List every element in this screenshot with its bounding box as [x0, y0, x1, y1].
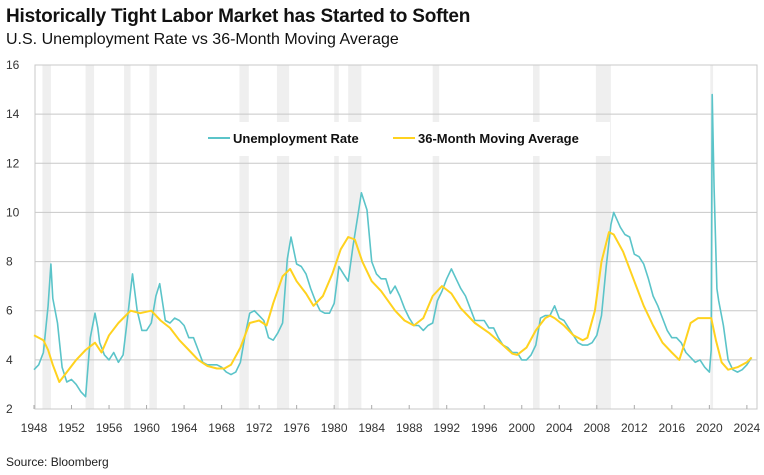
recession-band	[85, 65, 95, 409]
x-tick-label: 1948	[21, 421, 48, 435]
x-tick-label: 1996	[471, 421, 498, 435]
recession-band	[42, 65, 51, 409]
moving-average-line	[33, 231, 753, 383]
x-tick-label: 1964	[171, 421, 198, 435]
recession-band	[239, 65, 249, 409]
y-tick-label: 10	[6, 205, 20, 219]
x-tick-label: 1988	[396, 421, 423, 435]
x-tick-label: 1956	[96, 421, 123, 435]
x-tick-label: 2012	[621, 421, 648, 435]
source-note: Source: Bloomberg	[6, 455, 109, 469]
x-tick-label: 1976	[283, 421, 310, 435]
x-tick-label: 1952	[58, 421, 85, 435]
legend: Unemployment Rate 36-Month Moving Averag…	[200, 122, 610, 156]
recession-band	[124, 65, 131, 409]
chart-subtitle: U.S. Unemployment Rate vs 36-Month Movin…	[6, 31, 399, 48]
x-tick-label: 2000	[508, 421, 535, 435]
x-tick-label: 2008	[583, 421, 610, 435]
y-tick-label: 8	[6, 255, 13, 269]
unemployment-rate-line	[33, 93, 753, 398]
y-tick-label: 2	[6, 402, 13, 416]
x-tick-label: 1968	[208, 421, 235, 435]
plot-border	[34, 64, 758, 410]
legend-label-unemployment: Unemployment Rate	[233, 131, 359, 146]
x-tick-label: 1972	[246, 421, 273, 435]
x-tick-label: 2016	[658, 421, 685, 435]
recession-band	[149, 65, 157, 409]
recession-band	[432, 65, 440, 409]
x-tick-label: 1984	[358, 421, 385, 435]
x-tick-label: 1992	[433, 421, 460, 435]
chart-title: Historically Tight Labor Market has Star…	[6, 6, 471, 27]
y-tick-label: 4	[6, 353, 13, 367]
x-tick-label: 1960	[133, 421, 160, 435]
y-tick-label: 6	[6, 304, 13, 318]
recession-band	[276, 65, 290, 409]
recession-band	[533, 65, 540, 409]
y-tick-label: 16	[6, 58, 20, 72]
legend-label-moving-average: 36-Month Moving Average	[418, 131, 579, 146]
recession-band	[334, 65, 339, 409]
x-tick-label: 2020	[696, 421, 723, 435]
x-tick-label: 2004	[546, 421, 573, 435]
x-tick-label: 1980	[321, 421, 348, 435]
x-tick-label: 2024	[734, 421, 761, 435]
y-tick-label: 12	[6, 156, 20, 170]
y-tick-label: 14	[6, 107, 20, 121]
